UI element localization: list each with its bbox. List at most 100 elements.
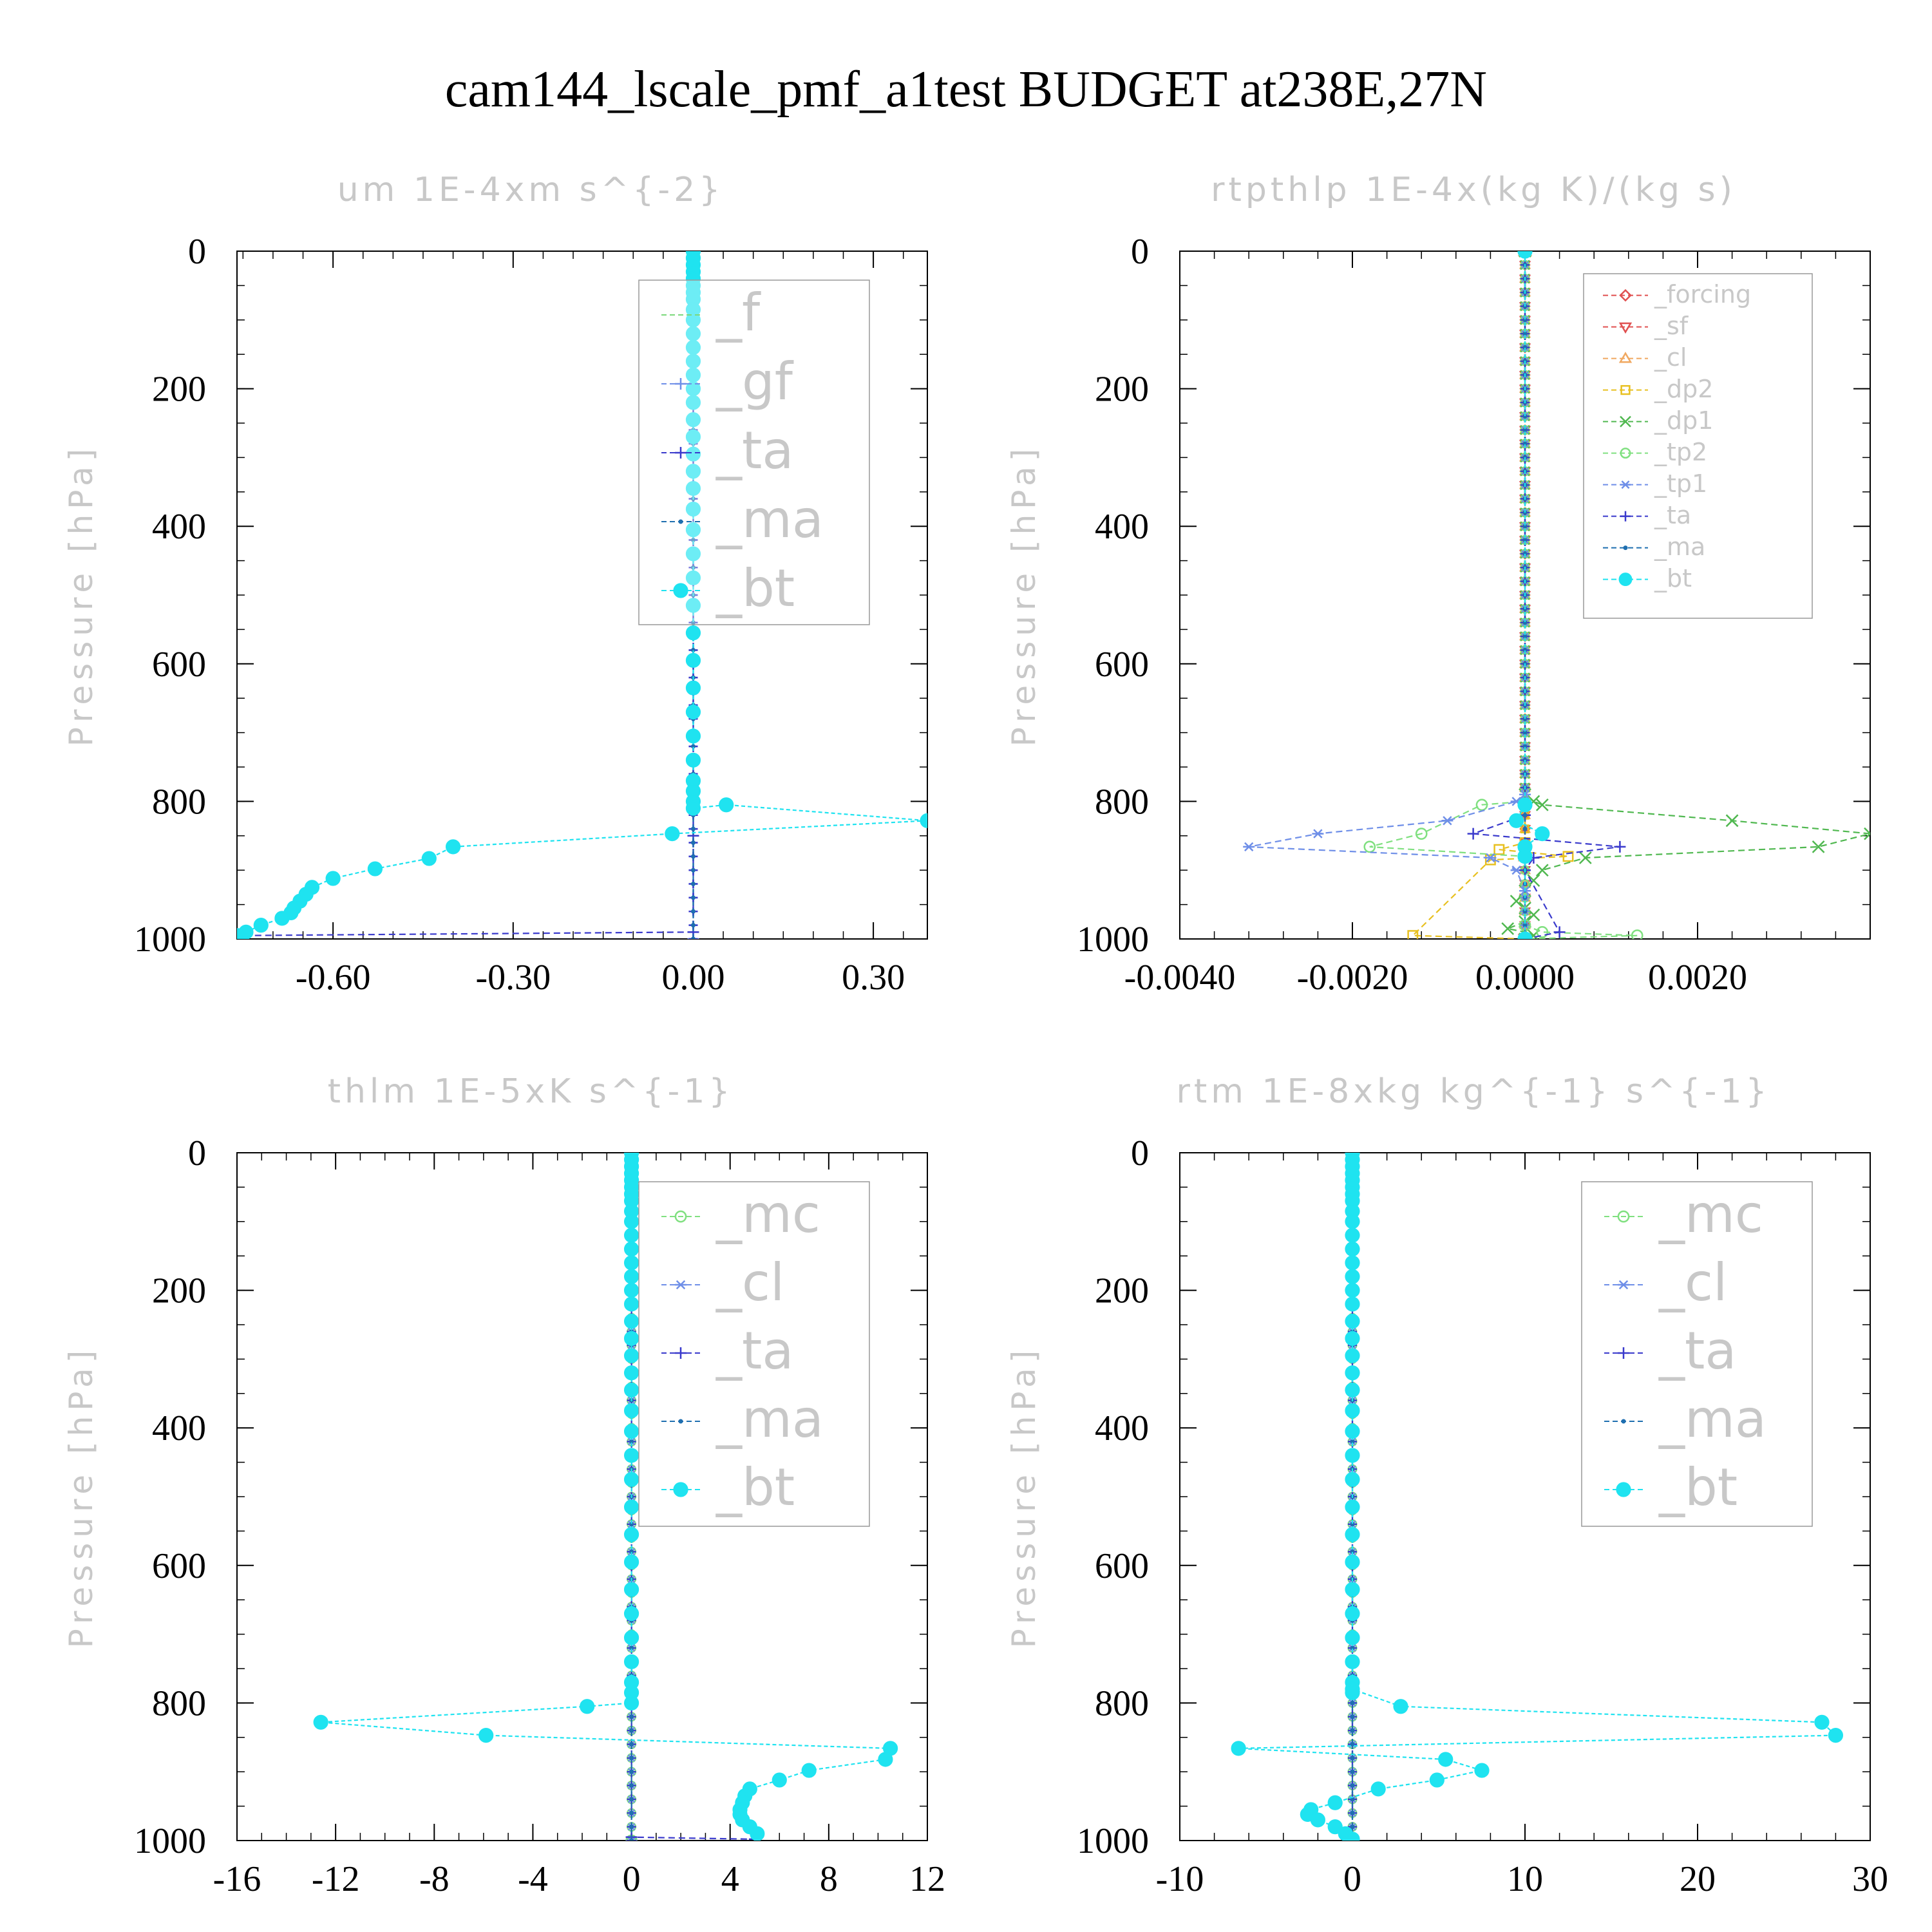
legend-label: _tp1 [1654,469,1707,498]
legend-label: _bt [1658,1457,1738,1517]
legend-marker [1623,545,1628,551]
data-point [920,813,927,828]
legend-label: _ta [715,421,793,480]
data-point [623,1554,639,1570]
legend-label: _ma [715,489,824,549]
legend-label: _cl [715,1253,784,1312]
data-point [1407,930,1419,939]
data-point [665,826,680,842]
data-point [1327,1819,1343,1835]
series-line [1369,251,1638,939]
panel-title: rtm 1E-8xkg kg^{-1} s^{-1} [1176,1072,1770,1111]
x-tick-label: 0.30 [842,958,905,998]
y-tick-label: 800 [1095,782,1149,822]
y-axis-label: Pressure [hPa] [62,444,100,747]
data-point [629,1645,634,1651]
data-point [1522,826,1528,831]
legend-marker [1618,322,1633,334]
data-point [1535,798,1549,811]
data-point [1345,1554,1360,1570]
data-point [1814,1714,1830,1730]
data-point [690,867,696,873]
data-point [690,854,696,859]
x-tick-label: 4 [721,1859,739,1899]
data-point [1522,744,1528,749]
data-point [313,1714,328,1730]
data-point [1350,1439,1355,1444]
series-ta [237,251,699,939]
data-point [1493,844,1505,855]
data-point [1363,840,1376,853]
x-tick-label: 0 [1343,1859,1361,1899]
data-point [1522,317,1528,323]
data-point [690,538,696,543]
data-point [1350,1769,1355,1774]
legend-marker [1616,1482,1631,1497]
data-point [685,704,701,720]
data-point [690,647,696,652]
x-tick-label: -0.0040 [1124,958,1236,998]
data-point [629,1838,634,1841]
data-point [1350,1522,1355,1527]
data-point [1345,1241,1360,1257]
data-point [445,839,461,855]
data-point [1467,828,1479,840]
data-point [1345,1472,1360,1487]
legend-box [638,1181,870,1527]
data-point [1522,538,1528,543]
data-point [1522,441,1528,446]
data-point [629,1728,634,1733]
data-point [772,1772,787,1788]
data-point [623,1695,639,1710]
y-tick-label: 1000 [134,920,206,960]
data-point [685,680,701,696]
data-point [1393,1699,1408,1714]
data-point [690,923,696,928]
data-point [1345,1227,1360,1243]
data-point [623,1214,639,1229]
data-point [1522,345,1528,350]
data-point [623,1448,639,1463]
x-tick-label: -8 [419,1859,450,1899]
data-point [1345,1654,1360,1669]
data-point [1484,853,1497,863]
x-tick-label: 30 [1852,1859,1888,1899]
data-point [801,1763,817,1778]
series-line [1473,251,1620,939]
legend-marker [1620,511,1631,522]
data-point [685,570,701,585]
legend-marker [1618,352,1633,363]
plot-area [237,251,927,939]
data-point [1345,1499,1360,1515]
series-line [237,251,927,936]
data-point [1438,1752,1454,1767]
panel-rtpthlp: rtpthlp 1E-4x(kg K)/(kg s) Pressure [hPa]… [1005,171,1871,998]
data-point [1517,849,1533,864]
data-point [1345,1255,1360,1271]
series-bt [1509,251,1550,939]
y-tick-label: 200 [152,1271,206,1311]
y-tick-label: 0 [188,232,206,272]
data-point [237,928,245,939]
data-point [690,744,696,749]
data-point [1415,828,1428,840]
legend-label: _bt [1654,564,1692,592]
data-point [1350,1741,1355,1747]
data-point [1345,1348,1360,1363]
data-point [685,800,701,816]
data-point [1509,813,1524,828]
legend-label: _mc [715,1184,820,1244]
data-point [685,395,701,410]
panel-title: rtpthlp 1E-4x(kg K)/(kg s) [1211,171,1736,209]
data-point [1522,909,1528,914]
data-point [623,1331,639,1346]
data-point [1828,1727,1843,1743]
data-point [1243,842,1255,852]
data-point [1631,929,1643,939]
legend-label: _bt [715,558,795,618]
legend-marker [673,1482,688,1497]
data-point [629,1522,634,1527]
panel-title: thlm 1E-5xK s^{-1} [328,1072,734,1111]
x-tick-label: -0.30 [475,958,551,998]
